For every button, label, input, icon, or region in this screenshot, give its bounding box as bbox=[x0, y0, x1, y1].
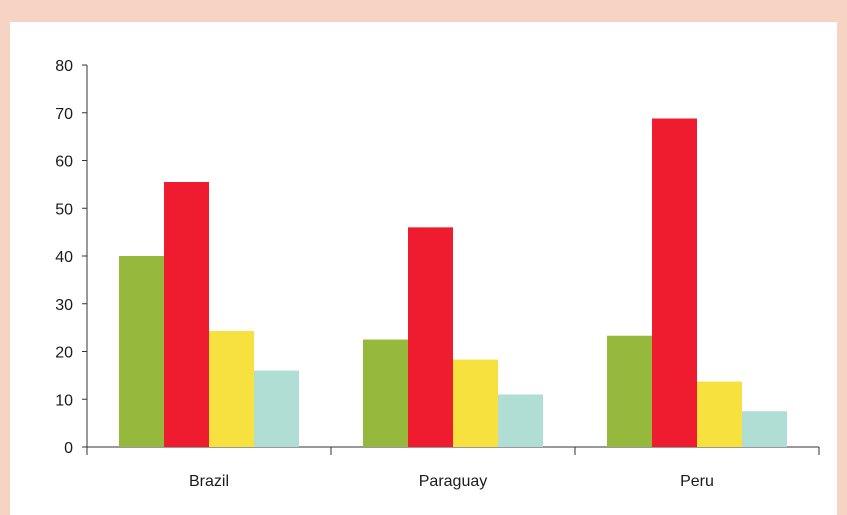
y-tick-label: 10 bbox=[55, 392, 73, 409]
y-tick-label: 0 bbox=[64, 440, 73, 457]
bar-brazil-series-4 bbox=[254, 370, 299, 447]
bar-peru-series-2 bbox=[652, 118, 697, 447]
bar-series-group bbox=[119, 118, 787, 448]
y-tick-label: 70 bbox=[55, 106, 73, 123]
bar-peru-series-1 bbox=[607, 335, 652, 447]
bar-brazil-series-1 bbox=[119, 256, 164, 447]
x-tick-label: Paraguay bbox=[419, 473, 488, 490]
bar-brazil-series-3 bbox=[209, 330, 254, 447]
bar-peru-series-3 bbox=[697, 381, 742, 447]
y-tick-label: 60 bbox=[55, 154, 73, 171]
x-axis: Brazil Paraguay Peru bbox=[86, 446, 820, 490]
y-tick-label: 80 bbox=[55, 58, 73, 75]
bar-paraguay-series-2 bbox=[408, 227, 453, 447]
bar-chart: 0 10 20 30 40 50 60 70 80 Brazil Paraguay Peru bbox=[55, 58, 820, 490]
y-axis: 0 10 20 30 40 50 60 70 80 bbox=[55, 58, 88, 457]
bar-brazil-series-2 bbox=[164, 181, 209, 448]
y-tick-label: 40 bbox=[55, 249, 73, 266]
chart-frame: 0 10 20 30 40 50 60 70 80 Brazil Paraguay Peru bbox=[10, 22, 837, 515]
bar-paraguay-series-3 bbox=[453, 359, 498, 447]
y-tick-label: 20 bbox=[55, 345, 73, 362]
x-tick-label: Brazil bbox=[189, 473, 229, 490]
y-tick-label: 30 bbox=[55, 297, 73, 314]
bar-peru-series-4 bbox=[742, 411, 787, 447]
bar-paraguay-series-1 bbox=[363, 339, 408, 447]
x-tick-label: Peru bbox=[680, 473, 714, 490]
bar-paraguay-series-4 bbox=[498, 394, 543, 447]
y-tick-label: 50 bbox=[55, 201, 73, 218]
